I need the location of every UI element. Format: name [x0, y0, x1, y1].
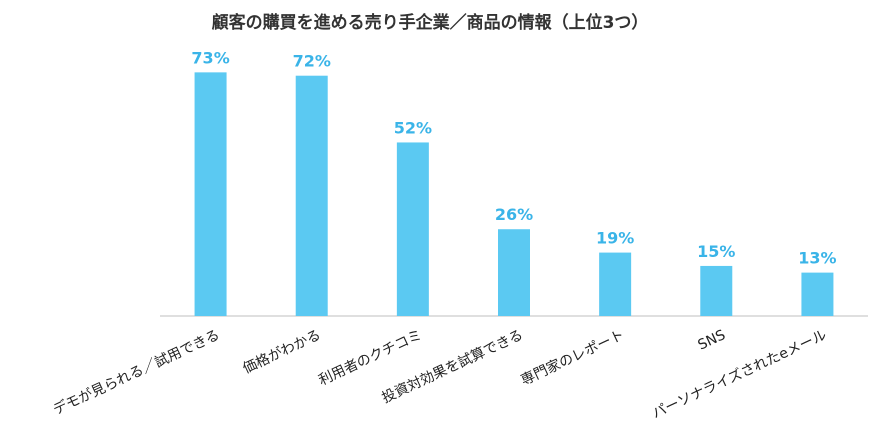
- data-label-5: 19%: [596, 229, 634, 248]
- data-labels-group: 73% 72% 52% 26% 19% 15% 13%: [191, 48, 836, 267]
- chart-title: 顧客の購買を進める売り手企業／商品の情報（上位3つ）: [212, 12, 649, 33]
- bar-4: [498, 229, 530, 316]
- bar-2: [295, 75, 328, 316]
- bar-3: [396, 142, 429, 316]
- data-label-4: 26%: [495, 205, 533, 224]
- bar-6: [700, 265, 733, 316]
- bars-group: [194, 72, 834, 316]
- data-label-7: 13%: [798, 249, 836, 268]
- bar-1: [194, 72, 227, 316]
- data-label-6: 15%: [697, 242, 735, 261]
- category-label-2: 価格がわかる: [241, 327, 324, 377]
- data-label-3: 52%: [394, 118, 432, 137]
- category-label-1: デモが見られる／試用できる: [50, 326, 222, 418]
- data-label-2: 72%: [293, 52, 331, 71]
- data-label-1: 73%: [191, 48, 229, 67]
- bar-5: [599, 252, 632, 316]
- category-labels-group: デモが見られる／試用できる 価格がわかる利用者のクチコミ投資対効果を試算できる専門…: [50, 326, 829, 422]
- category-label-6: SNS: [696, 327, 728, 353]
- category-label-7: パーソナライズされたeメール: [650, 327, 829, 422]
- category-label-5: 専門家のレポート: [518, 326, 627, 389]
- bar-7: [801, 272, 834, 316]
